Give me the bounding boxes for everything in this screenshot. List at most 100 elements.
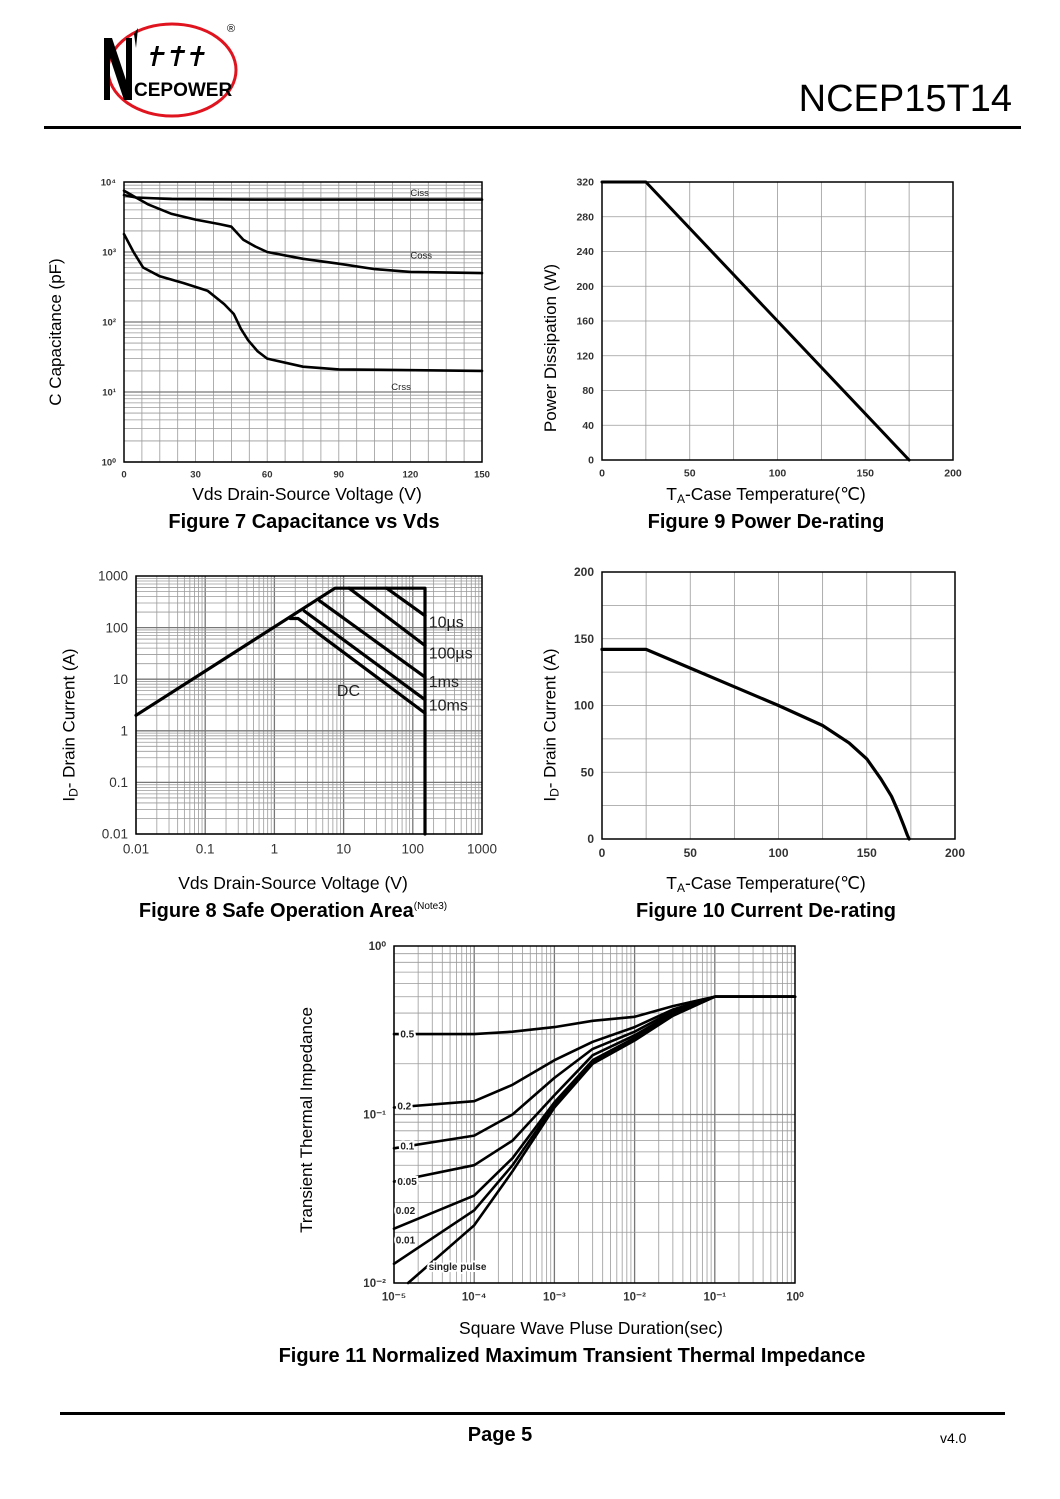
series-annotation-label: 10ms	[429, 697, 468, 714]
fig11-caption: Figure 11 Normalized Maximum Transient T…	[278, 1345, 866, 1367]
y-tick-label: 10¹	[102, 387, 116, 398]
fig11-ylabel: Transient Thermal Impedance	[297, 1007, 316, 1233]
fig10-xlabel-sub: A	[676, 881, 685, 895]
header-rule	[44, 126, 1021, 129]
fig10-caption: Figure 10 Current De-rating	[635, 900, 897, 922]
safe-operation-area-chart: 0.01 0.1 1 10 100 1000 0.01 0.1 1 10 100 1000 10µs 10…	[98, 569, 497, 857]
x-tick-label: 150	[856, 468, 874, 480]
power-derating-chart: 0 50 100 150 200 0 40 80 120 160 200 240 280 320	[576, 177, 961, 480]
fig8-caption: Figure 8 Safe Operation Area(Note3)	[139, 900, 447, 923]
y-tick-label: 80	[582, 385, 594, 397]
grid	[123, 182, 483, 463]
series-line-single-pulse	[406, 995, 797, 1285]
thermal-impedance-chart: 10⁻⁵ 10⁻⁴ 10⁻³ 10⁻² 10⁻¹ 10⁰ 10⁻² 10⁻¹ 10⁰ 0.5 0.2…	[363, 940, 804, 1303]
svg-text:CEPOWER: CEPOWER	[134, 80, 232, 101]
current-derating-chart: 0 50 100 150 200 0 50 100 150 200	[574, 565, 965, 860]
y-tick-label: 0	[588, 455, 594, 467]
fig8-ylabel-sub: D	[66, 788, 81, 797]
series-line-1ms	[318, 599, 427, 679]
y-tick-label: 10⁰	[369, 940, 387, 953]
fig10-ylabel-rest: - Drain Current (A)	[540, 648, 560, 789]
series-line-0-02	[392, 995, 797, 1231]
plot-frame	[135, 575, 483, 835]
x-tick-label: 50	[684, 468, 696, 480]
fig9-xlabel-t: T	[666, 484, 677, 504]
x-tick-label: 150	[857, 846, 877, 860]
fig10-xlabel-t: T	[666, 873, 677, 893]
y-tick-label: 10	[113, 672, 128, 687]
fig9-caption: Figure 9 Power De-rating	[647, 511, 885, 533]
footer-rule	[60, 1412, 1005, 1415]
x-tick-label: 10⁻¹	[703, 1292, 726, 1304]
x-tick-label: 0	[599, 846, 606, 860]
series-annotation-label: 0.02	[396, 1206, 416, 1217]
x-tick-label: 10⁻²	[623, 1292, 646, 1304]
y-tick-label: 100	[574, 699, 594, 713]
y-tick-label: 200	[576, 281, 594, 293]
series-line-dc	[288, 616, 427, 715]
series-annotation-label: 0.2	[397, 1102, 411, 1113]
x-tick-label: 10⁰	[786, 1291, 804, 1304]
y-tick-label: 10⁴	[101, 177, 117, 188]
fig10-ylabel-i: I	[540, 796, 560, 802]
y-tick-label: 10²	[102, 317, 116, 328]
y-tick-label: 280	[576, 211, 594, 223]
y-tick-label: 160	[576, 316, 594, 328]
y-tick-label: 150	[574, 632, 594, 646]
series-annotation-label: 0.01	[396, 1235, 416, 1246]
fig8-caption-note: (Note3)	[413, 901, 448, 912]
y-tick-label: 40	[582, 420, 594, 432]
y-tick-label: 0.1	[109, 775, 128, 790]
series-line-crss	[122, 232, 484, 373]
x-tick-label: 10⁻⁵	[382, 1292, 406, 1304]
x-tick-label: 200	[945, 846, 965, 860]
x-tick-label: 10	[336, 842, 351, 857]
series-annotation-label: Ciss	[410, 188, 429, 199]
version-label: v4.0	[940, 1430, 967, 1446]
y-tick-label: 1	[120, 724, 128, 739]
series-annotation-label: 1ms	[429, 674, 459, 691]
y-tick-label: 0	[587, 832, 594, 846]
y-tick-label: 240	[576, 246, 594, 258]
series-line-100-s	[347, 586, 427, 648]
fig10-ylabel: ID- Drain Current (A)	[541, 648, 562, 801]
fig8-caption-text: Figure 8 Safe Operation Area	[138, 900, 414, 922]
series-annotation-label: 100µs	[429, 646, 473, 663]
y-tick-label: 10³	[102, 247, 116, 258]
series-annotation-label: 0.1	[400, 1142, 414, 1153]
x-tick-label: 10⁻⁴	[462, 1292, 487, 1304]
plot-frame	[123, 181, 483, 463]
fig7-caption: Figure 7 Capacitance vs Vds	[168, 511, 440, 533]
x-tick-label: 30	[190, 470, 201, 481]
fig9-xlabel-sub: A	[676, 492, 685, 506]
x-tick-label: 120	[402, 470, 418, 481]
capacitance-chart: 0 30 60 90 120 150 10⁰ 10¹ 10² 10³ 10⁴ Ciss Coss Crss	[101, 177, 490, 480]
x-tick-label: 90	[334, 470, 345, 481]
x-tick-label: 0	[121, 470, 126, 481]
series-annotation-label: 10µs	[429, 614, 464, 631]
x-tick-label: 200	[944, 468, 962, 480]
series-annotation-label: DC	[337, 683, 360, 700]
brand-logo: ® CEPOWER	[92, 18, 242, 122]
plot-frame	[601, 571, 956, 840]
x-tick-label: 0	[599, 468, 605, 480]
y-tick-label: 100	[105, 620, 128, 635]
fig7-xlabel: Vds Drain-Source Voltage (V)	[192, 484, 422, 504]
fig10-ylabel-sub: D	[547, 788, 562, 797]
fig10-xlabel: TA-Case Temperature(℃)	[666, 873, 866, 895]
y-tick-label: 320	[576, 177, 594, 189]
x-tick-label: 60	[262, 470, 273, 481]
fig8-ylabel-i: I	[59, 796, 79, 802]
fig9-xlabel-rest: -Case Temperature(℃)	[684, 484, 866, 504]
series-annotation-label: single pulse	[429, 1262, 487, 1273]
x-tick-label: 10⁻³	[543, 1292, 566, 1304]
x-tick-label: 150	[474, 470, 490, 481]
page-number: Page 5	[467, 1424, 533, 1446]
fig10-xlabel-rest: -Case Temperature(℃)	[684, 873, 866, 893]
svg-text:®: ®	[227, 23, 235, 35]
fig8-xlabel: Vds Drain-Source Voltage (V)	[178, 873, 408, 893]
fig8-ylabel-rest: - Drain Current (A)	[59, 648, 79, 789]
series-line-limit	[134, 586, 427, 836]
series-line-0-01	[392, 995, 797, 1266]
x-tick-label: 0.1	[196, 842, 215, 857]
